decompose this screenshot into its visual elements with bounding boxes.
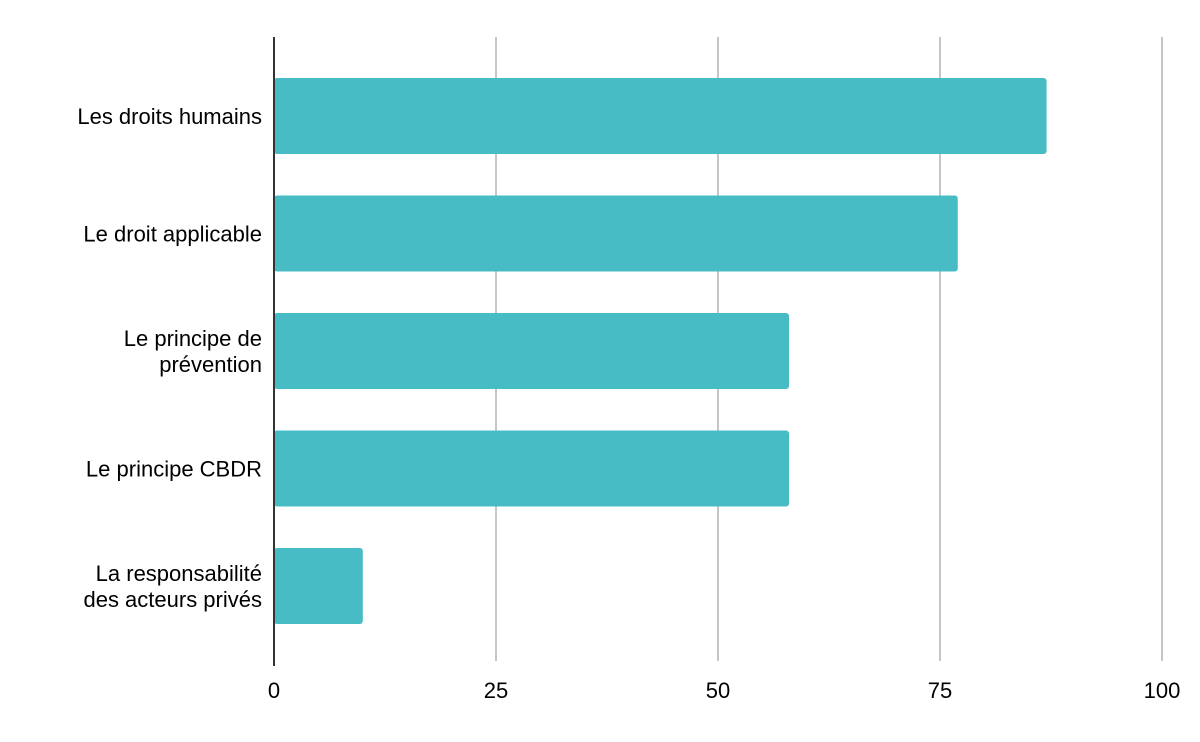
bar-5	[274, 548, 363, 624]
category-label-1: Les droits humains	[77, 104, 262, 129]
bar-3	[274, 313, 790, 389]
bar-4	[274, 430, 790, 507]
x-tick-label-100: 100	[1144, 678, 1181, 703]
category-label-line: Le droit applicable	[83, 222, 262, 247]
category-label-2: Le droit applicable	[83, 222, 262, 247]
x-tick-label-50: 50	[706, 678, 730, 703]
bars	[274, 78, 1047, 624]
category-label-5: La responsabilité des acteurs privés	[83, 561, 262, 612]
x-tick-labels: 0 25 50 75 100	[268, 678, 1180, 703]
category-label-line: prévention	[159, 352, 262, 377]
category-label-line: des acteurs privés	[83, 587, 262, 612]
category-label-line: La responsabilité	[96, 561, 262, 586]
category-label-line: Le principe de	[124, 326, 262, 351]
category-label-4: Le principe CBDR	[86, 457, 262, 482]
category-label-line: Le principe CBDR	[86, 457, 262, 482]
x-tick-label-25: 25	[484, 678, 508, 703]
bar-1	[274, 78, 1047, 154]
x-tick-label-0: 0	[268, 678, 280, 703]
x-tick-label-75: 75	[928, 678, 952, 703]
category-label-line: Les droits humains	[77, 104, 262, 129]
bar-2	[274, 195, 958, 272]
category-label-3: Le principe de prévention	[124, 326, 262, 377]
category-labels: Les droits humains Le droit applicable Le …	[77, 104, 262, 612]
